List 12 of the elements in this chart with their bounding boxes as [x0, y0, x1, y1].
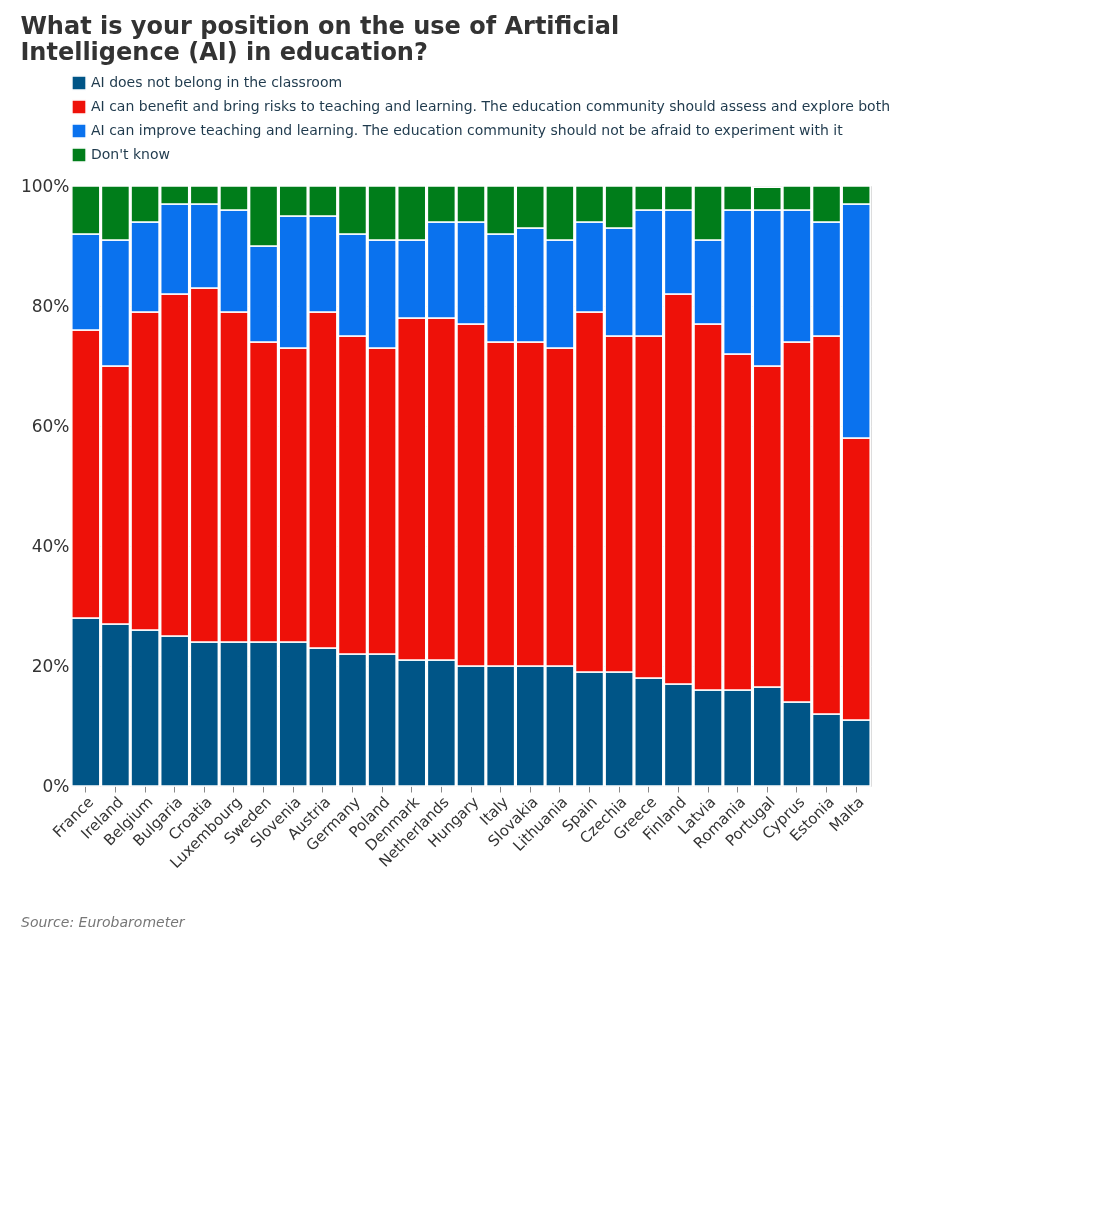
- y-tick-label: 0%: [42, 775, 70, 796]
- legend-label: AI can benefit and bring risks to teaching and learning. The education community should assess and explore both: [91, 98, 891, 114]
- y-tick-label: 80%: [31, 295, 70, 316]
- y-tick-label: 100%: [20, 175, 70, 196]
- legend-label: Don't know: [91, 146, 171, 162]
- y-tick-label: 60%: [31, 415, 70, 436]
- chart-title: What is your position on the use of Artificial Intelligence (AI) in education?: [20, 12, 620, 66]
- legend-label: AI can improve teaching and learning. The education community should not be afraid to experiment with it: [91, 122, 844, 138]
- legend-label: AI does not belong in the classroom: [91, 74, 343, 90]
- source-note: Source: Eurobarometer: [21, 914, 186, 930]
- y-tick-label: 20%: [31, 655, 70, 676]
- y-tick-label: 40%: [31, 535, 70, 556]
